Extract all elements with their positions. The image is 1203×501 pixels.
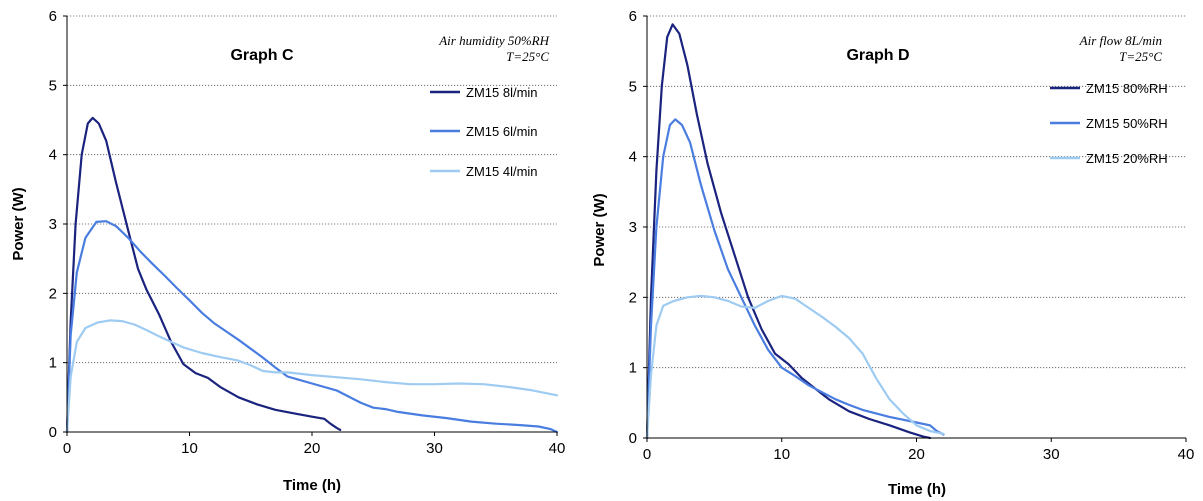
- y-tick-label: 3: [49, 216, 57, 233]
- y-tick-label: 5: [49, 77, 57, 94]
- x-tick-label: 40: [549, 440, 566, 457]
- x-tick-label: 40: [1178, 446, 1195, 463]
- y-grid-lines: [67, 15, 557, 364]
- y-tick-label: 5: [629, 78, 637, 95]
- series-lines: [645, 23, 945, 440]
- axes: [63, 15, 558, 436]
- x-tick-labels: 0 10 20 30 40: [643, 446, 1195, 463]
- x-tick-label: 10: [181, 440, 198, 457]
- x-tick-label: 0: [643, 446, 651, 463]
- legend-label: ZM15 50%RH: [1086, 116, 1168, 131]
- y-tick-label: 1: [629, 360, 637, 377]
- annotation-line-1: Air flow 8L/min: [1079, 33, 1162, 48]
- graph-c-panel: 0 1 2 3 4 5 6 0 10 20 30 40 Graph C Air humidity 5…: [10, 8, 565, 494]
- y-tick-label: 4: [49, 147, 57, 164]
- graph-d-panel: 0 1 2 3 4 5 6 0 10 20 30 40 Graph D Air flow 8L/mi…: [591, 8, 1194, 498]
- legend-label: ZM15 4l/min: [466, 164, 538, 179]
- x-tick-label: 20: [908, 446, 925, 463]
- x-tick-label: 0: [63, 440, 71, 457]
- x-tick-labels: 0 10 20 30 40: [63, 440, 566, 457]
- y-tick-label: 6: [629, 8, 637, 25]
- legend-label: ZM15 6l/min: [466, 124, 538, 139]
- x-tick-label: 10: [773, 446, 790, 463]
- y-axis-title: Power (W): [591, 193, 608, 266]
- x-tick-label: 30: [1043, 446, 1060, 463]
- annotation-line-2: T=25°C: [506, 49, 549, 64]
- y-tick-label: 2: [49, 285, 57, 302]
- y-axis-title: Power (W): [10, 187, 27, 260]
- series-line-1: [645, 23, 932, 440]
- y-tick-label: 0: [49, 424, 57, 441]
- series-line-2: [65, 220, 559, 434]
- legend-label: ZM15 20%RH: [1086, 151, 1168, 166]
- y-tick-label: 6: [49, 8, 57, 25]
- series-line-2: [645, 118, 945, 440]
- annotation-line-1: Air humidity 50%RH: [438, 33, 549, 48]
- legend: ZM15 8l/min ZM15 6l/min ZM15 4l/min: [430, 85, 538, 179]
- x-tick-label: 20: [304, 440, 321, 457]
- y-grid-lines: [647, 15, 1186, 369]
- chart-title: Graph D: [846, 47, 909, 64]
- axes: [643, 15, 1187, 442]
- y-tick-labels: 0 1 2 3 4 5 6: [49, 8, 57, 441]
- legend-label: ZM15 80%RH: [1086, 81, 1168, 96]
- legend: ZM15 80%RH ZM15 50%RH ZM15 20%RH: [1050, 81, 1168, 166]
- y-tick-label: 3: [629, 219, 637, 236]
- series-line-3: [645, 294, 945, 440]
- y-tick-label: 0: [629, 430, 637, 447]
- y-tick-label: 2: [629, 289, 637, 306]
- series-lines: [65, 116, 559, 434]
- legend-label: ZM15 8l/min: [466, 85, 538, 100]
- x-axis-title: Time (h): [283, 477, 341, 494]
- y-tick-labels: 0 1 2 3 4 5 6: [629, 8, 637, 447]
- annotation-line-2: T=25°C: [1119, 49, 1162, 64]
- chart-title: Graph C: [230, 47, 294, 64]
- y-tick-label: 1: [49, 355, 57, 372]
- x-tick-label: 30: [426, 440, 443, 457]
- series-line-1: [65, 116, 342, 434]
- series-line-3: [65, 319, 559, 434]
- y-tick-label: 4: [629, 149, 637, 166]
- x-axis-title: Time (h): [888, 481, 946, 498]
